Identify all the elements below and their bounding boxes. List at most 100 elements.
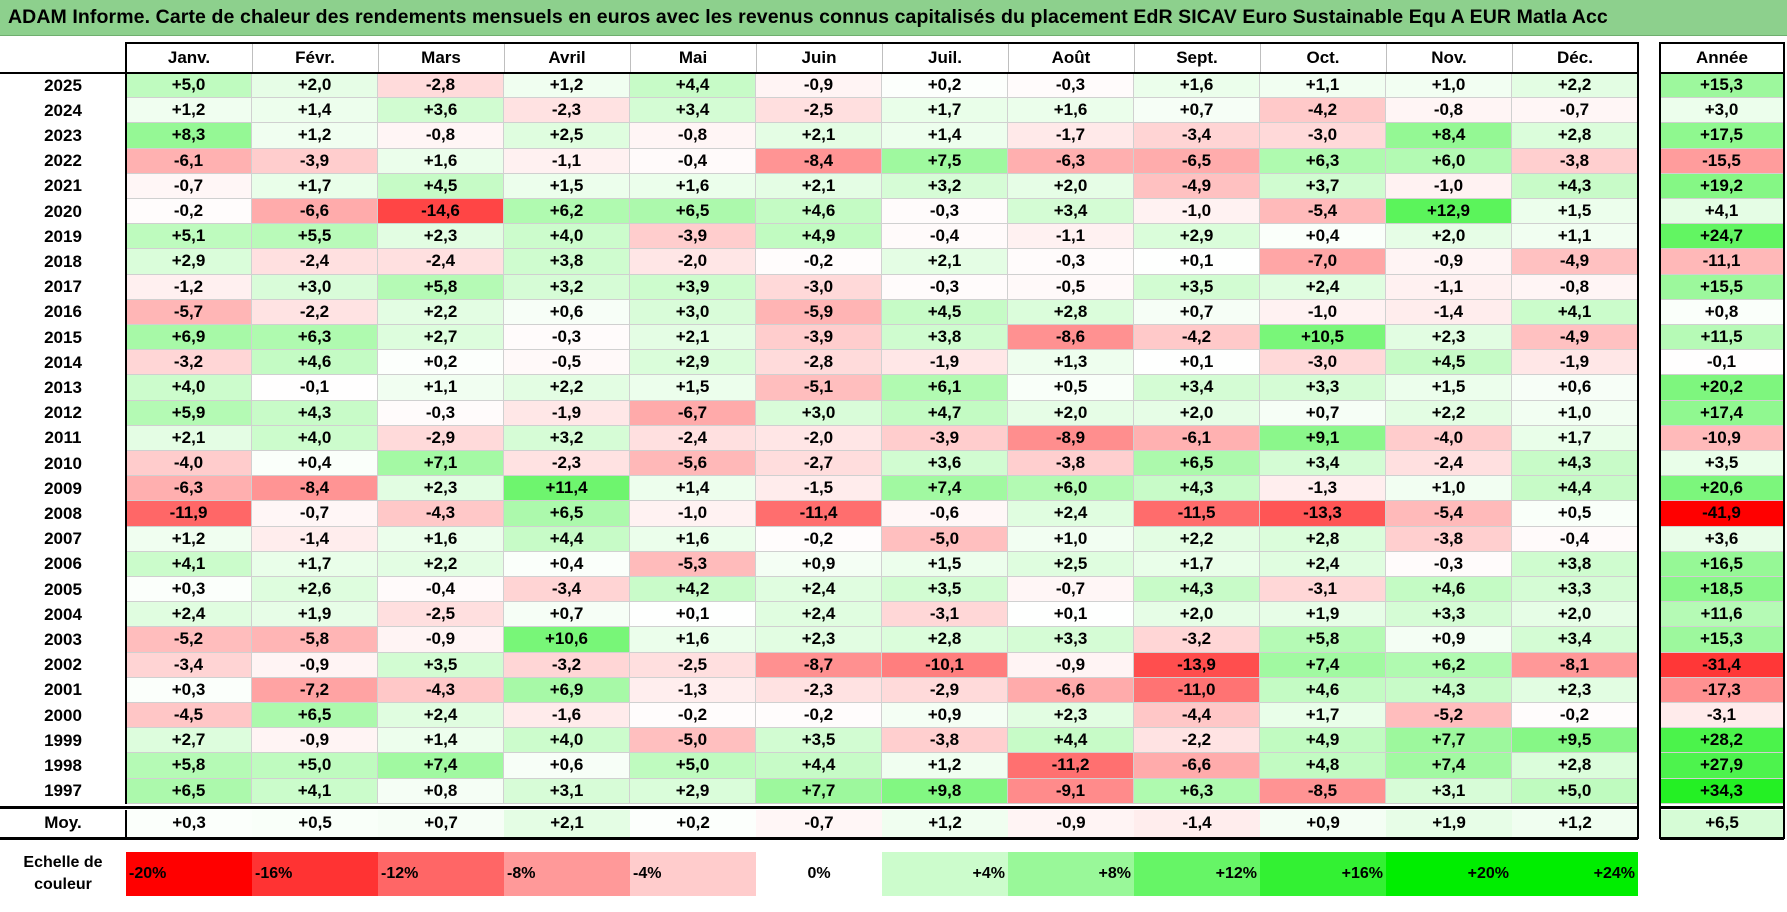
month-cell: +8,3 xyxy=(126,123,252,149)
month-cell: +7,1 xyxy=(378,451,504,477)
month-cell: +4,6 xyxy=(756,199,882,225)
month-cell: +6,5 xyxy=(504,501,630,527)
month-cell: +0,4 xyxy=(504,551,630,577)
month-cell: +2,3 xyxy=(378,224,504,250)
month-cell: +2,5 xyxy=(504,123,630,149)
year-label: 2002 xyxy=(44,655,82,675)
month-cell: -6,3 xyxy=(126,476,252,502)
color-scale-step: -8% xyxy=(504,852,630,896)
month-cell: +3,6 xyxy=(882,451,1008,477)
month-cell: +5,8 xyxy=(1260,627,1386,653)
month-cell: -5,0 xyxy=(630,728,756,754)
month-cell: +1,6 xyxy=(1008,98,1134,124)
month-cell: +3,0 xyxy=(630,299,756,325)
month-cell: +3,0 xyxy=(756,400,882,426)
month-cell: +5,5 xyxy=(252,224,378,250)
month-cell: +4,0 xyxy=(252,425,378,451)
year-label: 2005 xyxy=(44,579,82,599)
month-cell: -1,2 xyxy=(126,274,252,300)
frame-line xyxy=(0,72,1638,74)
month-cell: -0,9 xyxy=(1008,652,1134,678)
month-cell: +5,0 xyxy=(126,73,252,99)
month-cell: +7,4 xyxy=(378,753,504,779)
annual-cell: +4,1 xyxy=(1660,199,1784,225)
month-cell: +7,4 xyxy=(882,476,1008,502)
month-cell: -6,5 xyxy=(1134,148,1260,174)
month-cell: +6,0 xyxy=(1386,148,1512,174)
annual-cell: +15,3 xyxy=(1660,73,1784,99)
month-cell: -5,3 xyxy=(630,551,756,577)
month-cell: +3,0 xyxy=(252,274,378,300)
month-cell: +3,4 xyxy=(1008,199,1134,225)
month-cell: -0,9 xyxy=(252,728,378,754)
color-scale-label-line2: couleur xyxy=(34,876,92,893)
month-cell: +3,7 xyxy=(1260,173,1386,199)
month-cell: -2,9 xyxy=(378,425,504,451)
month-cell: +1,2 xyxy=(882,753,1008,779)
month-cell: +1,4 xyxy=(252,98,378,124)
average-cell: +0,7 xyxy=(378,809,504,837)
month-cell: -6,6 xyxy=(1008,677,1134,703)
month-cell: -2,8 xyxy=(378,73,504,99)
month-cell: +6,5 xyxy=(252,703,378,729)
month-cell: +3,5 xyxy=(756,728,882,754)
month-cell: +2,6 xyxy=(252,577,378,603)
month-cell: +2,3 xyxy=(1386,325,1512,351)
month-cell: +2,9 xyxy=(126,249,252,275)
month-cell: -8,7 xyxy=(756,652,882,678)
month-cell: +6,3 xyxy=(1134,778,1260,804)
month-cell: -4,0 xyxy=(1386,425,1512,451)
month-cell: +7,7 xyxy=(756,778,882,804)
month-cell: +1,6 xyxy=(630,627,756,653)
month-cell: +4,2 xyxy=(630,577,756,603)
month-cell: -5,9 xyxy=(756,299,882,325)
month-cell: -5,1 xyxy=(756,375,882,401)
frame-line xyxy=(1660,72,1784,74)
year-label: 2006 xyxy=(44,554,82,574)
average-cell: +0,3 xyxy=(126,809,252,837)
month-cell: -4,0 xyxy=(126,451,252,477)
month-cell: +2,7 xyxy=(378,325,504,351)
month-cell: -0,7 xyxy=(1008,577,1134,603)
month-cell: +0,1 xyxy=(630,602,756,628)
average-cell: +1,2 xyxy=(882,809,1008,837)
month-cell: -0,8 xyxy=(630,123,756,149)
month-cell: +1,7 xyxy=(252,173,378,199)
annual-cell: +3,0 xyxy=(1660,98,1784,124)
frame-line xyxy=(1783,42,1785,839)
month-cell: -0,4 xyxy=(630,148,756,174)
year-label: 1998 xyxy=(44,755,82,775)
header-separator xyxy=(1260,44,1261,72)
month-cell: -2,4 xyxy=(630,425,756,451)
month-cell: -0,2 xyxy=(126,199,252,225)
annual-cell: +20,2 xyxy=(1660,375,1784,401)
month-cell: +1,9 xyxy=(1260,602,1386,628)
year-label: 2000 xyxy=(44,705,82,725)
average-cell: +2,1 xyxy=(504,809,630,837)
color-scale-label-line1: Echelle de xyxy=(23,854,103,871)
month-cell: -0,2 xyxy=(630,703,756,729)
month-cell: +2,2 xyxy=(378,551,504,577)
month-cell: -6,1 xyxy=(126,148,252,174)
month-cell: +3,3 xyxy=(1512,577,1638,603)
month-cell: +4,6 xyxy=(1386,577,1512,603)
annual-cell: +20,6 xyxy=(1660,476,1784,502)
month-cell: +3,4 xyxy=(1512,627,1638,653)
annual-cell: -15,5 xyxy=(1660,148,1784,174)
month-header: Déc. xyxy=(1557,48,1593,67)
year-label: 2024 xyxy=(44,100,82,120)
month-cell: +2,9 xyxy=(1134,224,1260,250)
month-cell: -5,7 xyxy=(126,299,252,325)
month-cell: -7,0 xyxy=(1260,249,1386,275)
month-cell: -4,3 xyxy=(378,501,504,527)
month-cell: +2,8 xyxy=(1512,753,1638,779)
month-cell: +2,0 xyxy=(1008,173,1134,199)
month-cell: -0,3 xyxy=(1008,249,1134,275)
month-cell: -0,7 xyxy=(126,173,252,199)
month-cell: +1,6 xyxy=(378,526,504,552)
month-cell: +6,9 xyxy=(504,677,630,703)
month-cell: +1,3 xyxy=(1008,350,1134,376)
annual-cell: +17,5 xyxy=(1660,123,1784,149)
month-cell: +2,4 xyxy=(1260,551,1386,577)
average-cell: +1,2 xyxy=(1512,809,1638,837)
